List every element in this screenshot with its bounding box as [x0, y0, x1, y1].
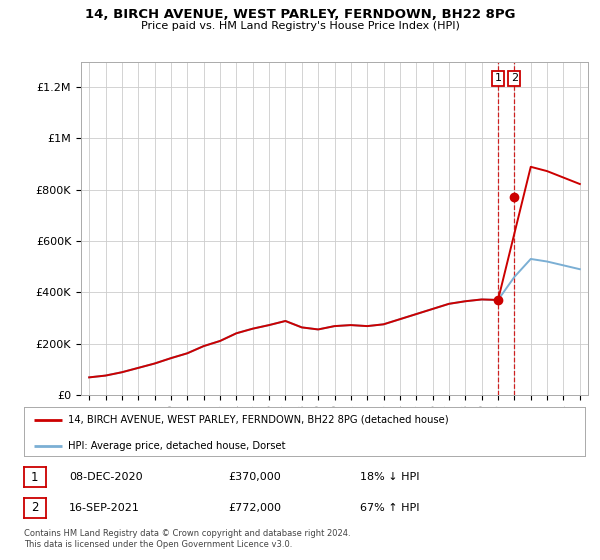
Text: Contains HM Land Registry data © Crown copyright and database right 2024.
This d: Contains HM Land Registry data © Crown c… — [24, 529, 350, 549]
Text: £370,000: £370,000 — [228, 472, 281, 482]
Text: 14, BIRCH AVENUE, WEST PARLEY, FERNDOWN, BH22 8PG (detached house): 14, BIRCH AVENUE, WEST PARLEY, FERNDOWN,… — [68, 415, 448, 425]
Text: HPI: Average price, detached house, Dorset: HPI: Average price, detached house, Dors… — [68, 441, 285, 451]
Text: 08-DEC-2020: 08-DEC-2020 — [69, 472, 143, 482]
Text: Price paid vs. HM Land Registry's House Price Index (HPI): Price paid vs. HM Land Registry's House … — [140, 21, 460, 31]
Text: 1: 1 — [31, 470, 38, 484]
Text: 18% ↓ HPI: 18% ↓ HPI — [360, 472, 419, 482]
Text: 2: 2 — [511, 73, 518, 83]
Text: 2: 2 — [31, 501, 38, 515]
Text: £772,000: £772,000 — [228, 503, 281, 513]
Text: 16-SEP-2021: 16-SEP-2021 — [69, 503, 140, 513]
Text: 67% ↑ HPI: 67% ↑ HPI — [360, 503, 419, 513]
Text: 14, BIRCH AVENUE, WEST PARLEY, FERNDOWN, BH22 8PG: 14, BIRCH AVENUE, WEST PARLEY, FERNDOWN,… — [85, 8, 515, 21]
Text: 1: 1 — [494, 73, 502, 83]
